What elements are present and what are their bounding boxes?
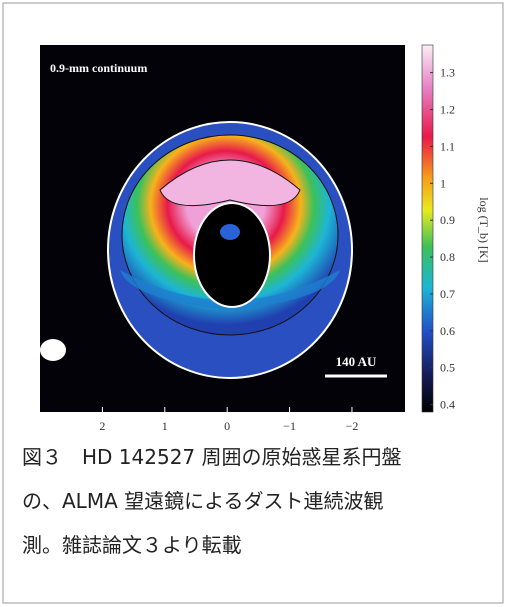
colorbar-tick-label: 1 [440,176,446,190]
beam [40,339,66,361]
colorbar-tick-label: 0.4 [440,398,455,412]
scale-label: 140 AU [336,354,377,369]
colorbar-tick-label: 0.8 [440,250,455,264]
caption-line: 図３ HD 142527 周囲の原始惑星系円盤 [22,445,402,469]
x-tick-label: 2 [99,419,105,433]
x-tick-label: 1 [162,419,168,433]
image-label: 0.9-mm continuum [50,61,147,75]
colorbar-tick-label: 1.2 [440,103,455,117]
colorbar-tick-label: 0.5 [440,361,455,375]
colorbar-label: log (T_b) [K] [477,197,491,262]
central-star [220,224,240,240]
colorbar-tick-label: 1.1 [440,139,455,153]
colorbar-tick-label: 1.3 [440,66,455,80]
page: {"figure": { "image_label": "0.9-mm cont… [0,0,507,607]
caption-line: の、ALMA 望遠鏡によるダスト連続波観 [22,489,384,513]
x-tick-label: −2 [346,419,359,433]
colorbar-tick-label: 0.6 [440,324,455,338]
colorbar-tick-label: 0.9 [440,213,455,227]
colorbar [422,45,433,412]
figure: 140 AU 0.9-mm continuum log (T_b) [K] 1.… [0,0,507,607]
x-tick-label: −1 [283,419,296,433]
x-tick-label: 0 [224,419,230,433]
caption-line: 測。雑誌論文３より転載 [22,533,242,557]
colorbar-tick-label: 0.7 [440,287,455,301]
disk-cavity [194,203,270,307]
